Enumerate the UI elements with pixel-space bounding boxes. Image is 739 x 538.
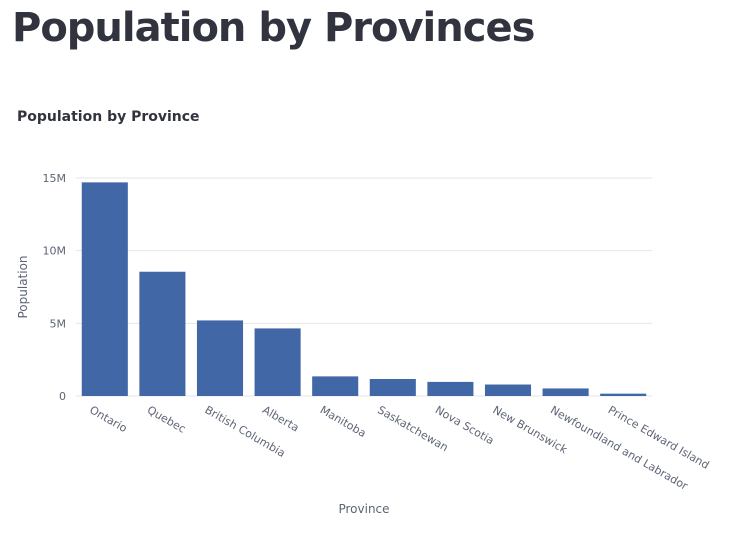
bar-nova-scotia[interactable]	[427, 381, 474, 396]
bars	[81, 182, 647, 396]
bar-saskatchewan[interactable]	[369, 378, 416, 396]
page-title: Population by Provinces	[12, 5, 535, 51]
bar-alberta[interactable]	[254, 328, 301, 396]
x-axis-label: Province	[338, 502, 389, 516]
x-tick-label: Manitoba	[318, 403, 369, 440]
chart-title: Population by Province	[17, 109, 200, 125]
x-tick-label: Ontario	[87, 403, 129, 435]
x-tick-label: Prince Edward Island	[606, 403, 712, 472]
y-tick-label: 10M	[43, 245, 67, 258]
y-axis-label: Population	[16, 255, 30, 318]
y-tick-label: 15M	[43, 172, 67, 185]
bar-ontario[interactable]	[81, 182, 128, 396]
bar-quebec[interactable]	[139, 271, 186, 396]
bar-manitoba[interactable]	[312, 376, 359, 396]
x-tick-label: Quebec	[145, 403, 188, 435]
bar-newfoundland-and-labrador[interactable]	[542, 388, 589, 396]
bar-british-columbia[interactable]	[196, 320, 244, 396]
y-tick-label: 5M	[50, 317, 67, 330]
x-tick-label: Alberta	[260, 403, 301, 434]
bar-prince-edward-island[interactable]	[600, 393, 647, 396]
y-tick-label: 0	[59, 390, 66, 403]
bar-new-brunswick[interactable]	[484, 384, 532, 396]
y-axis-ticks: 0 5M 10M 15M	[43, 172, 67, 403]
